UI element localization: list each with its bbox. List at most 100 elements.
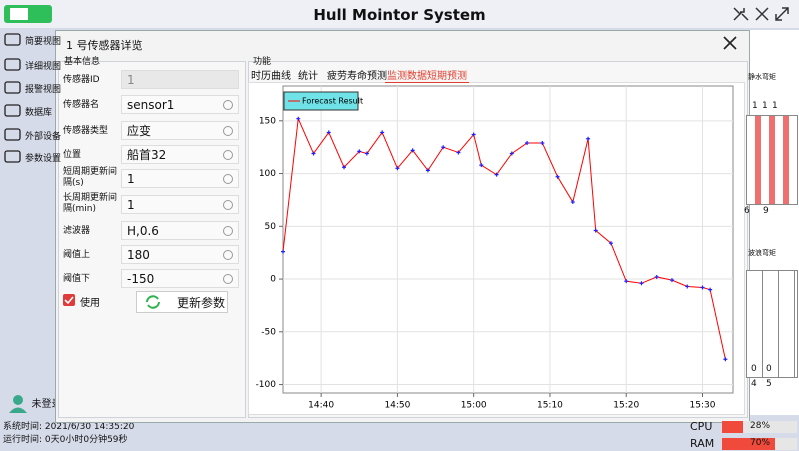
field-input[interactable]: 应变 [121, 121, 239, 140]
data-point [639, 281, 644, 286]
button-label: 更新参数 [177, 295, 226, 310]
field-input[interactable]: 船首32 [121, 145, 239, 164]
toggle-switch[interactable] [4, 5, 52, 23]
field-label: 阈值上 [63, 250, 91, 260]
field-label: 传感器类型 [63, 126, 109, 136]
data-point [326, 130, 331, 135]
input-icon [223, 100, 233, 110]
sidebar-label: 外部设备 [25, 131, 62, 142]
data-point [624, 279, 629, 284]
checkbox[interactable] [63, 294, 75, 306]
y-tick-label: -50 [261, 327, 276, 337]
checkbox-label: 使用 [80, 298, 100, 309]
dialog-title: 1 号传感器详览 [66, 39, 143, 52]
plot-frame [282, 85, 734, 394]
data-point [479, 163, 484, 168]
data-point [723, 357, 728, 362]
sidebar-item[interactable]: 报警视图 [4, 80, 61, 96]
data-point [441, 145, 446, 150]
data-point [456, 150, 461, 155]
data-point [364, 151, 369, 156]
sidebar-item[interactable]: 简要视图 [4, 32, 61, 48]
panel-number: 0 [751, 364, 757, 374]
data-point [311, 151, 316, 156]
resource-bar [722, 438, 775, 450]
data-point [555, 174, 560, 179]
data-point [357, 149, 362, 154]
sidebar-label: 简要视图 [25, 36, 62, 47]
data-point [509, 151, 514, 156]
data-point [700, 285, 705, 290]
data-point [395, 166, 400, 171]
panel-axis-label: 6 [744, 206, 750, 216]
field-input[interactable]: sensor1 [121, 95, 239, 114]
user-status: 未登录 [31, 399, 62, 410]
x-tick-label: 15:10 [537, 401, 563, 411]
data-point [410, 148, 415, 153]
input-icon [223, 174, 233, 184]
tab[interactable]: 统计 [298, 71, 318, 82]
sidebar-item[interactable]: 外部设备 [4, 127, 61, 143]
sidebar-item[interactable]: 参数设置 [4, 149, 61, 165]
user-area: 未登录 [8, 394, 62, 414]
update-button[interactable]: 更新参数 [136, 291, 228, 313]
data-point [281, 249, 285, 254]
sidebar-label: 参数设置 [25, 153, 62, 164]
panel-number: 1 [762, 101, 768, 111]
field-label: 传感器名 [63, 100, 100, 110]
y-tick-label: -100 [256, 380, 277, 390]
input-icon [223, 226, 233, 236]
resource-value: 70% [750, 438, 771, 448]
data-point [586, 136, 591, 141]
data-point [296, 116, 301, 121]
field-label: 阈值下 [63, 274, 91, 284]
data-point [540, 140, 545, 145]
data-point [685, 284, 690, 289]
y-tick-label: 100 [259, 169, 276, 179]
window-controls[interactable] [730, 4, 796, 24]
field-input: 1 [121, 70, 239, 89]
data-point [608, 241, 613, 246]
field-input[interactable]: 180 [121, 245, 239, 264]
panel-number: 1 [752, 101, 758, 111]
data-point [425, 168, 430, 173]
tab[interactable]: 监测数据短期预测 [385, 67, 469, 83]
field-input[interactable]: H,0.6 [121, 221, 239, 240]
top-bar [0, 0, 799, 28]
panel-grid [746, 115, 798, 205]
sidebar-item[interactable]: 数据库 [4, 103, 52, 119]
panel-axis-label: 5 [766, 379, 772, 389]
x-tick-label: 15:00 [461, 401, 487, 411]
input-icon [223, 150, 233, 160]
x-tick-label: 14:40 [308, 401, 334, 411]
group-title: 功能 [253, 57, 272, 67]
field-input[interactable]: 1 [121, 169, 239, 188]
y-tick-label: 150 [259, 116, 276, 126]
data-point [380, 130, 385, 135]
field-label: 滤波器 [63, 226, 91, 236]
panel-number: 0 [766, 364, 772, 374]
field-label: 位置 [63, 150, 82, 160]
input-icon [223, 200, 233, 210]
resource-label: CPU [690, 420, 713, 433]
resource-value: 28% [750, 421, 771, 431]
field-input[interactable]: 1 [121, 195, 239, 214]
close-button[interactable] [722, 35, 738, 51]
sidebar-item[interactable]: 详细视图 [4, 57, 61, 73]
tab[interactable]: 疲劳寿命预测 [327, 71, 387, 82]
panel-grid [746, 270, 798, 378]
data-point [654, 274, 659, 279]
data-point [342, 165, 347, 170]
data-point [593, 228, 598, 233]
data-point [570, 200, 575, 205]
field-label: 长周期更新间隔(min) [63, 193, 118, 214]
field-input[interactable]: -150 [121, 269, 239, 288]
input-icon [223, 274, 233, 284]
tab[interactable]: 时历曲线 [251, 71, 291, 82]
system-time: 系统时间: 2021/6/30 14:35:20 [3, 422, 135, 432]
x-tick-label: 15:30 [690, 401, 716, 411]
x-tick-label: 15:20 [613, 401, 639, 411]
field-label: 传感器ID [63, 75, 100, 85]
sidebar-label: 报警视图 [25, 84, 62, 95]
panel-title: 波浪弯矩 [748, 249, 776, 257]
